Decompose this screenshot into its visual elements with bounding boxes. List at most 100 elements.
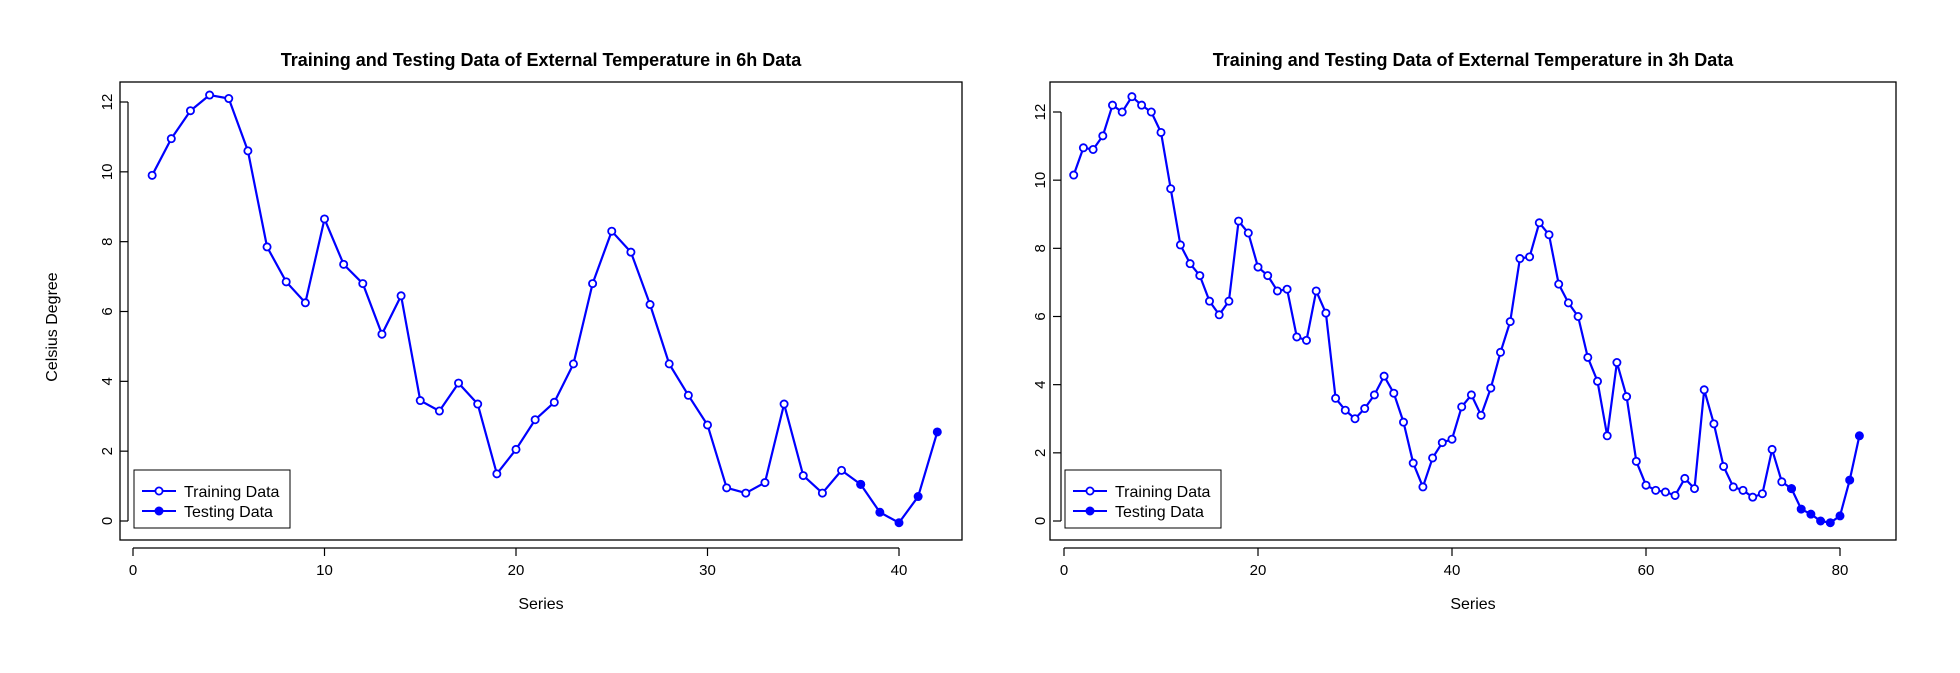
training-data-point <box>1069 170 1079 180</box>
x-tick-label: 20 <box>1250 562 1267 579</box>
training-data-point <box>1253 262 1263 272</box>
training-data-point <box>1302 335 1312 345</box>
training-data-point <box>1660 487 1670 497</box>
testing-data-point <box>1854 431 1864 441</box>
legend-label-training: Training Data <box>1115 484 1211 501</box>
training-data-point <box>1583 352 1593 362</box>
training-data-point <box>1777 477 1787 487</box>
testing-data-point <box>932 427 942 437</box>
y-tick-label: 12 <box>1032 104 1049 121</box>
training-data-point <box>1534 218 1544 228</box>
x-tick-label: 20 <box>508 562 525 579</box>
training-data-point <box>1699 385 1709 395</box>
y-axis-label: Celsius Degree <box>44 272 61 381</box>
legend-box <box>1064 469 1222 529</box>
x-tick-label: 0 <box>129 562 137 579</box>
training-data-point <box>645 300 655 310</box>
training-data-point <box>1340 405 1350 415</box>
testing-data-point <box>1825 518 1835 528</box>
testing-data-point <box>1787 484 1797 494</box>
series-line-training <box>1072 95 1793 499</box>
training-data-point <box>779 399 789 409</box>
training-data-point <box>492 469 502 479</box>
training-data-point <box>1757 489 1767 499</box>
training-data-point <box>1166 184 1176 194</box>
series-layer <box>147 90 942 528</box>
training-data-point <box>1728 482 1738 492</box>
training-data-point <box>1224 296 1234 306</box>
testing-data-point <box>1806 509 1816 519</box>
y-tick-label: 8 <box>99 237 116 245</box>
series-line-training <box>151 93 862 495</box>
training-data-point <box>1748 492 1758 502</box>
chart-6h: Training and Testing Data of External Te… <box>44 50 963 613</box>
training-data-point <box>1554 279 1564 289</box>
training-data-point <box>1641 480 1651 490</box>
training-data-point <box>1234 216 1244 226</box>
training-data-point <box>530 415 540 425</box>
training-data-point <box>607 226 617 236</box>
x-tick-label: 60 <box>1638 562 1655 579</box>
testing-data-point <box>875 507 885 517</box>
training-data-point <box>1602 431 1612 441</box>
training-data-point <box>568 359 578 369</box>
chart-title: Training and Testing Data of External Te… <box>1213 50 1734 70</box>
training-data-point <box>1631 456 1641 466</box>
training-data-point <box>1447 434 1457 444</box>
y-axis: 0 2 4 6 8 10 12 <box>1032 104 1062 525</box>
training-data-point <box>1321 308 1331 318</box>
training-data-point <box>434 406 444 416</box>
training-data-point <box>473 399 483 409</box>
x-tick-label: 10 <box>316 562 333 579</box>
training-data-point <box>741 488 751 498</box>
training-data-point <box>798 471 808 481</box>
training-data-point <box>1612 358 1622 368</box>
legend: Training Data Testing Data <box>133 469 291 529</box>
testing-data-point <box>856 479 866 489</box>
training-data-point <box>760 478 770 488</box>
training-data-point <box>1185 259 1195 269</box>
y-tick-label: 10 <box>1032 172 1049 189</box>
x-axis: 0 20 40 60 80 <box>1060 547 1849 579</box>
legend-box <box>133 469 291 529</box>
training-data-point <box>1137 100 1147 110</box>
legend: Training Data Testing Data <box>1064 469 1222 529</box>
x-axis: 0 10 20 30 40 <box>129 547 907 579</box>
x-tick-label: 0 <box>1060 562 1068 579</box>
training-data-point <box>1486 383 1496 393</box>
training-data-point <box>1098 131 1108 141</box>
training-data-point <box>224 94 234 104</box>
training-data-point <box>1544 230 1554 240</box>
legend-label-testing: Testing Data <box>1115 504 1204 521</box>
testing-data-point <box>1796 504 1806 514</box>
training-data-point <box>1593 376 1603 386</box>
training-data-point <box>1651 485 1661 495</box>
training-data-point <box>1389 388 1399 398</box>
training-data-point <box>205 90 215 100</box>
training-data-point <box>1680 473 1690 483</box>
training-data-point <box>1709 419 1719 429</box>
y-tick-label: 6 <box>99 307 116 315</box>
testing-data-point <box>1845 475 1855 485</box>
training-data-point <box>1719 461 1729 471</box>
testing-data-point <box>913 492 923 502</box>
legend-label-testing: Testing Data <box>184 504 273 521</box>
training-data-point <box>837 465 847 475</box>
x-tick-label: 30 <box>699 562 716 579</box>
training-data-point <box>683 390 693 400</box>
training-data-point <box>1466 390 1476 400</box>
y-tick-label: 6 <box>1032 312 1049 320</box>
training-data-point <box>243 146 253 156</box>
training-data-point <box>1428 453 1438 463</box>
training-data-point <box>664 359 674 369</box>
x-tick-label: 80 <box>1832 562 1849 579</box>
training-data-point <box>1350 414 1360 424</box>
legend-marker-training <box>154 486 164 496</box>
training-data-point <box>1117 107 1127 117</box>
y-tick-label: 10 <box>99 163 116 180</box>
training-data-point <box>1622 392 1632 402</box>
training-data-point <box>147 170 157 180</box>
training-data-point <box>1379 371 1389 381</box>
training-data-point <box>319 214 329 224</box>
